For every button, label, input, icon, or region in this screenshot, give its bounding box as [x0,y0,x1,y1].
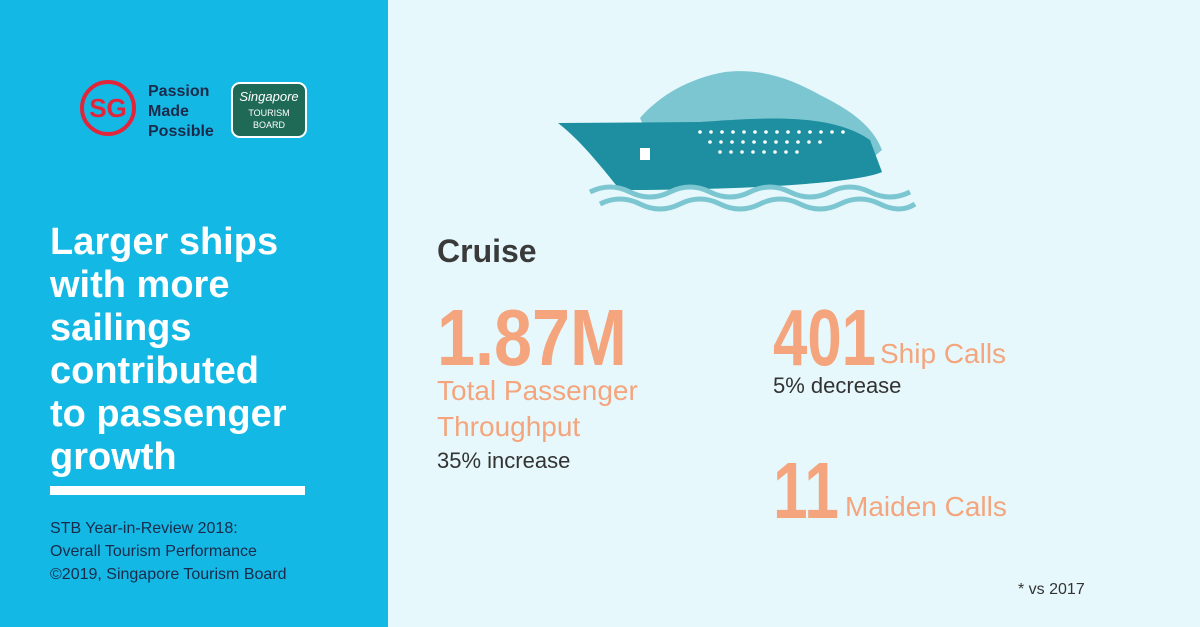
source-line: STB Year-in-Review 2018: [50,520,238,537]
footnote: * vs 2017 [1018,581,1085,598]
porthole [753,130,757,134]
porthole [730,140,734,144]
stb-logo-text: BOARD [253,120,286,130]
porthole [808,130,812,134]
ship-door [640,148,650,160]
porthole [796,140,800,144]
divider [50,486,305,495]
tagline: Made [148,103,189,120]
porthole [786,130,790,134]
porthole [741,140,745,144]
headline-line: contributed [50,350,259,392]
headline-line: to passenger [50,393,287,435]
stb-logo-text: TOURISM [248,108,289,118]
sg-logo-ring [80,80,136,136]
porthole [764,130,768,134]
porthole [731,130,735,134]
porthole [784,150,788,154]
porthole [797,130,801,134]
source-line: ©2019, Singapore Tourism Board [50,566,287,583]
porthole [752,140,756,144]
headline-line: sailings [50,307,192,349]
stat-label: Total Passenger [437,375,638,406]
stat-change: 35% increase [437,448,570,473]
porthole [742,130,746,134]
stb-logo [231,82,307,138]
porthole [709,130,713,134]
porthole [708,140,712,144]
wave [588,184,912,200]
stat-value: 401 [773,293,876,382]
stb-logo-text: Singapore [239,89,298,104]
stat-label: Throughput [437,411,580,442]
tagline: Passion [148,83,209,100]
porthole [785,140,789,144]
headline-line: growth [50,436,177,478]
porthole [719,140,723,144]
stat-value: 11 [773,446,839,535]
porthole [751,150,755,154]
porthole [718,150,722,154]
porthole [763,140,767,144]
stat-label: Maiden Calls [845,491,1007,522]
porthole [720,130,724,134]
porthole [818,140,822,144]
headline-line: with more [49,264,229,306]
porthole [819,130,823,134]
stat-value: 1.87M [437,293,627,382]
porthole [775,130,779,134]
porthole [698,130,702,134]
porthole [773,150,777,154]
porthole [774,140,778,144]
stat-change: 5% decrease [773,373,901,398]
porthole [729,150,733,154]
ship-icon [558,71,917,212]
porthole [795,150,799,154]
porthole [841,130,845,134]
tagline: Possible [148,123,214,140]
source-line: Overall Tourism Performance [50,543,257,560]
wave [598,196,917,212]
ship-hull [558,118,882,190]
source: STB Year-in-Review 2018: Overall Tourism … [50,520,287,583]
porthole [740,150,744,154]
section-title: Cruise [437,233,537,269]
left-panel [0,0,388,627]
sg-logo: SG [89,93,127,123]
porthole [807,140,811,144]
headline-line: Larger ships [50,221,278,263]
porthole [762,150,766,154]
stat-label: Ship Calls [880,338,1006,369]
porthole [830,130,834,134]
